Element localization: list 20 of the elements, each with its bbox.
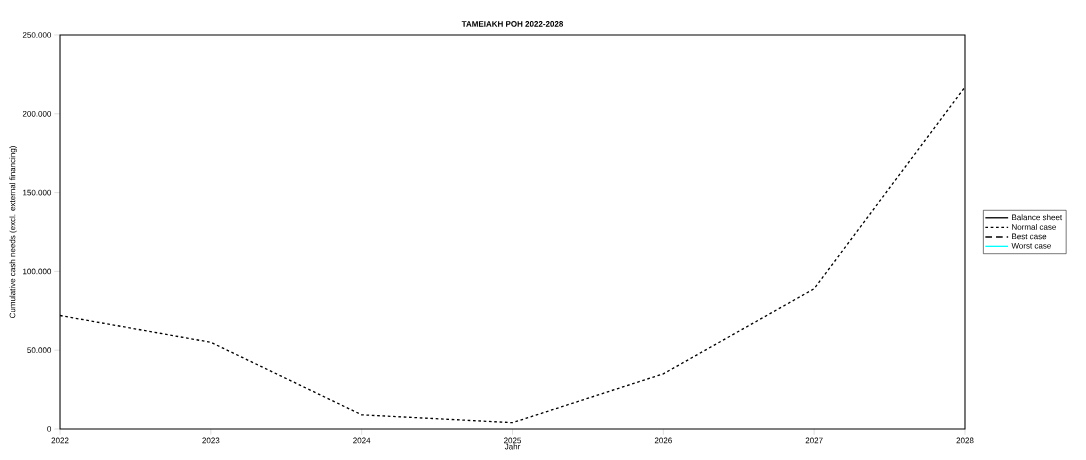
y-tick-label: 50.000 (27, 347, 52, 354)
y-tick-label: 100.000 (23, 268, 52, 275)
legend-label: Normal case (1012, 223, 1056, 230)
y-tick-label: 0 (47, 426, 52, 432)
x-tick-label: 2022 (51, 437, 69, 444)
x-tick-label: 2026 (654, 437, 672, 444)
chart-title: ΤΑΜΕΙΑΚΗ ΡΟΗ 2022-2028 (461, 21, 564, 27)
x-axis-title: Jahr (504, 443, 521, 450)
legend-label: Worst case (1011, 242, 1051, 249)
x-tick-label: 2024 (353, 437, 371, 444)
x-tick-label: 2027 (805, 437, 823, 444)
legend-label: Best case (1012, 233, 1047, 240)
y-axis-title: Cumulative cash needs (excl. external financing) (9, 146, 17, 318)
y-tick-label: 200.000 (22, 110, 52, 117)
x-tick-label: 2025 (504, 437, 522, 444)
y-tick-label: 150.000 (23, 189, 52, 196)
x-tick-label: 2023 (202, 437, 220, 444)
legend-label: Balance sheet (1012, 214, 1063, 221)
x-tick-label: 2028 (956, 437, 974, 444)
y-tick-label: 250.000 (22, 32, 52, 38)
